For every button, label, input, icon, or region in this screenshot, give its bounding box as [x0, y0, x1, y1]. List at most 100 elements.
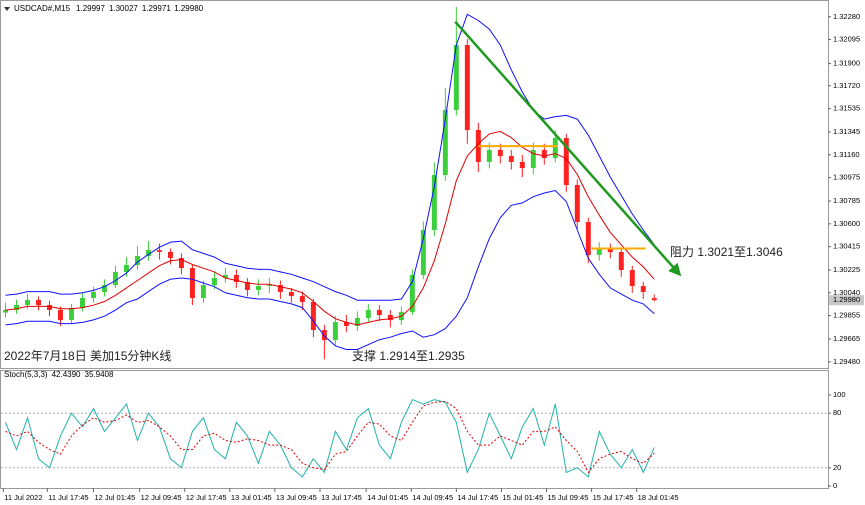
stoch-title: Stoch(5,3,3) — [4, 370, 48, 379]
stoch-layer: 100 80 20 0 11 Jul 2022 11 Jul 17:45 12 Jul 01… — [1, 390, 846, 502]
candle-body — [332, 322, 338, 341]
x-tick-label: 13 Jul 17:45 — [321, 493, 362, 502]
candle-body — [618, 252, 624, 271]
candle-body — [145, 250, 151, 256]
band-line — [5, 130, 655, 326]
candle-body — [255, 286, 261, 290]
x-tick-label: 13 Jul 01:45 — [231, 493, 272, 502]
candle-body — [387, 315, 393, 321]
x-tick-label: 13 Jul 09:45 — [276, 493, 317, 502]
y-tick-label: 1.30600 — [833, 219, 860, 228]
candle-body — [574, 185, 580, 222]
y-tick-label: 0 — [833, 481, 837, 490]
candle-body — [14, 305, 19, 310]
candle-body — [409, 274, 415, 313]
candle-body — [497, 150, 503, 157]
candle-body — [596, 247, 602, 255]
header: USDCAD#,M15 1.29997 1.30027 1.29971 1.29980 — [14, 4, 204, 13]
band-line — [5, 189, 655, 350]
x-tick-label: 15 Jul 09:45 — [548, 493, 589, 502]
y-tick-label: 80 — [833, 408, 841, 417]
main-panel — [0, 0, 829, 369]
candle-body — [651, 298, 657, 301]
y-tick-label: 1.30225 — [833, 265, 860, 274]
candle-body — [79, 298, 85, 308]
candle-body — [288, 291, 294, 297]
candle-body — [189, 268, 195, 299]
candle-body — [442, 109, 448, 176]
x-tick-label: 15 Jul 17:45 — [593, 493, 634, 502]
candle-body — [508, 156, 514, 162]
main-layer: 1.32280 1.32095 1.31900 1.31720 1.31535 1.313… — [3, 6, 864, 366]
candle-body — [112, 272, 118, 286]
x-tick-label: 18 Jul 01:45 — [638, 493, 679, 502]
candle-body — [123, 264, 129, 273]
candle-body — [90, 291, 96, 299]
caption: 2022年7月18日 美加15分钟K线 — [4, 348, 171, 363]
y-tick-label: 1.31160 — [833, 150, 860, 159]
x-tick-label: 12 Jul 09:45 — [141, 493, 182, 502]
candle-body — [233, 274, 239, 282]
candle-body — [156, 250, 162, 252]
candle-body — [36, 299, 41, 306]
candle-body — [464, 45, 470, 131]
candle-body — [365, 309, 371, 318]
stoch-line — [5, 398, 655, 478]
candle-body — [486, 150, 492, 162]
candle-body — [299, 296, 305, 302]
y-tick-label: 1.30785 — [833, 196, 860, 205]
candle-body — [563, 138, 569, 185]
y-tick-label: 1.30415 — [833, 242, 860, 251]
stoch-panel — [0, 370, 829, 489]
y-tick-label: 1.32280 — [833, 12, 860, 21]
x-tick-label: 14 Jul 09:45 — [412, 493, 453, 502]
trendline — [454, 20, 682, 277]
y-tick-label: 1.31345 — [833, 127, 860, 136]
y-tick-label: 1.30040 — [833, 288, 860, 297]
stoch-header: Stoch(5,3,3) 42.4390 35.9408 — [4, 370, 114, 379]
candle-body — [69, 307, 74, 321]
y-tick-label: 20 — [833, 463, 841, 472]
candle-body — [211, 278, 217, 286]
x-tick-label: 14 Jul 01:45 — [367, 493, 408, 502]
candle-body — [200, 285, 206, 299]
band-line — [5, 13, 655, 301]
support-note: 支撑 1.2914至1.2935 — [352, 348, 465, 363]
x-tick-label: 12 Jul 01:45 — [94, 493, 135, 502]
ohlc-readout: 1.29980 — [174, 4, 203, 13]
candle-body — [453, 45, 459, 110]
y-tick-label: 100 — [833, 390, 846, 399]
y-tick-label: 1.32095 — [833, 35, 860, 44]
candle-body — [552, 138, 558, 159]
candle-body — [420, 229, 426, 275]
candle-body — [310, 301, 316, 331]
y-tick-label: 1.31720 — [833, 81, 860, 90]
x-tick-label: 12 Jul 17:45 — [186, 493, 227, 502]
x-tick-label: 11 Jul 17:45 — [48, 493, 88, 502]
candle-body — [3, 309, 8, 313]
ohlc-readout: 1.29997 — [76, 4, 105, 13]
candle-body — [222, 274, 228, 279]
candle-body — [343, 322, 349, 326]
x-tick-label: 11 Jul 2022 — [4, 493, 42, 502]
x-tick-label: 15 Jul 01:45 — [502, 493, 543, 502]
stoch-readout: 35.9408 — [85, 370, 114, 379]
candle-body — [321, 330, 327, 341]
candle-body — [101, 285, 107, 292]
stoch-readout: 42.4390 — [52, 370, 81, 379]
y-tick-label: 1.31900 — [833, 59, 860, 68]
ohlc-readout: 1.29971 — [142, 4, 171, 13]
candle-body — [640, 286, 646, 292]
candle-body — [277, 285, 283, 292]
candle-body — [167, 251, 173, 258]
y-tick-label: 1.29855 — [833, 311, 860, 320]
symbol: USDCAD#,M15 — [14, 4, 71, 13]
candle-body — [58, 309, 63, 321]
candle-body — [519, 161, 525, 168]
candle-body — [244, 281, 250, 290]
candle-body — [585, 221, 591, 255]
candle-body — [134, 255, 140, 265]
menu-icon[interactable] — [4, 7, 10, 11]
x-tick-label: 14 Jul 17:45 — [457, 493, 498, 502]
